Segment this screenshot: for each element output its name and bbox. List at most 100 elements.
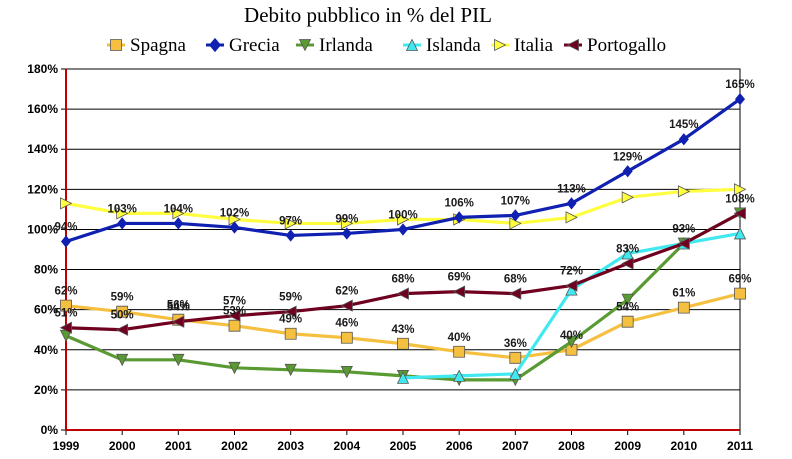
data-label: 43% [391, 324, 414, 336]
data-point [621, 247, 634, 260]
data-point [677, 301, 690, 314]
data-point [621, 191, 635, 204]
data-point [116, 305, 129, 318]
data-point [677, 185, 691, 198]
legend-marker-italia [494, 38, 507, 52]
x-tick-label: 2004 [333, 439, 360, 453]
data-point [60, 235, 72, 248]
data-point [397, 213, 410, 226]
data-label: 54% [167, 302, 190, 314]
legend-label-grecia: Grecia [229, 35, 280, 56]
data-point [116, 353, 129, 367]
data-point [734, 287, 746, 300]
axes: 0% 20% 40% 60% 80% 100% 120% 140% 160% 180% 1999 20… [27, 62, 753, 453]
data-label: 51% [54, 308, 77, 320]
data-point [396, 371, 410, 384]
data-label: 99% [335, 213, 358, 225]
data-point [734, 183, 747, 196]
grid [66, 108, 740, 391]
data-point [59, 321, 72, 334]
data-label: 104% [164, 203, 193, 215]
x-tick-label: 1999 [53, 439, 80, 453]
data-label: 62% [54, 286, 77, 298]
data-point [678, 133, 689, 146]
data-labels: 62% 59% 56% 53% 49% 46% 43% 40% 36% 40% 54% 61% 69% 9… [54, 79, 754, 350]
data-point [60, 299, 72, 312]
data-point [565, 279, 578, 292]
data-label: 165% [725, 79, 754, 91]
data-point [733, 207, 746, 220]
x-tick-label: 2003 [277, 439, 304, 453]
y-tick-label: 60% [34, 303, 58, 317]
data-label: 69% [728, 274, 751, 286]
data-label: 57% [223, 296, 246, 308]
data-label: 107% [501, 195, 530, 207]
data-point [509, 367, 522, 380]
legend-label-irlanda: Irlanda [319, 35, 373, 56]
data-point [229, 221, 240, 234]
data-label: 94% [54, 221, 77, 233]
data-point [453, 369, 466, 382]
data-label: 113% [557, 183, 586, 195]
legend-label-islanda: Islanda [426, 35, 481, 56]
data-label: 46% [335, 318, 358, 330]
chart-title: Debito pubblico in % del PIL [244, 3, 492, 27]
data-point [340, 331, 353, 344]
data-label: 62% [335, 286, 358, 298]
data-point [171, 315, 185, 328]
data-point [116, 207, 129, 220]
x-tick-label: 2001 [165, 439, 192, 453]
data-point [565, 211, 578, 224]
y-tick-label: 20% [34, 383, 58, 397]
data-point [509, 351, 522, 364]
x-tick-label: 2000 [109, 439, 136, 453]
data-label: 97% [279, 215, 302, 227]
data-label: 83% [616, 244, 639, 256]
data-label: 72% [560, 266, 583, 278]
data-point [452, 285, 466, 298]
data-point [228, 361, 241, 375]
x-tick-label: 2006 [446, 439, 473, 453]
series-italia [60, 183, 747, 230]
data-label: 129% [613, 151, 642, 163]
series-group [59, 92, 747, 387]
data-point [734, 92, 746, 106]
x-tick-label: 2005 [390, 439, 417, 453]
data-point [677, 237, 690, 250]
data-point [228, 309, 241, 322]
data-point [341, 227, 352, 240]
x-tick-label: 2002 [221, 439, 248, 453]
data-label: 103% [107, 203, 136, 215]
data-label: 68% [504, 274, 527, 286]
y-tick-label: 0% [41, 423, 59, 437]
y-tick-label: 140% [27, 142, 58, 156]
data-point [622, 165, 633, 178]
data-point [621, 315, 634, 328]
data-label: 50% [111, 310, 134, 322]
y-tick-label: 40% [34, 343, 58, 357]
x-tick-label: 2009 [614, 439, 641, 453]
data-point [284, 305, 297, 318]
y-tick-label: 80% [34, 263, 58, 277]
legend-marker-portogallo [566, 38, 579, 52]
legend-label-spagna: Spagna [130, 35, 187, 56]
data-point [565, 335, 578, 349]
y-tick-label: 120% [27, 182, 58, 196]
data-label: 102% [220, 207, 249, 219]
data-point [228, 319, 241, 332]
data-point [173, 217, 184, 230]
data-label: 100% [388, 209, 417, 221]
data-point [284, 363, 297, 377]
data-point [172, 207, 185, 220]
legend-label-italia: Italia [514, 35, 554, 56]
data-label: 93% [672, 223, 695, 235]
data-point [453, 345, 466, 358]
y-tick-label: 160% [27, 102, 58, 116]
data-label: 53% [223, 306, 246, 318]
data-point [566, 197, 577, 210]
data-point [454, 211, 465, 224]
x-tick-label: 2011 [727, 439, 753, 453]
data-point [621, 293, 634, 307]
data-label: 145% [669, 119, 698, 131]
legend-label-portogallo: Portogallo [587, 35, 666, 56]
